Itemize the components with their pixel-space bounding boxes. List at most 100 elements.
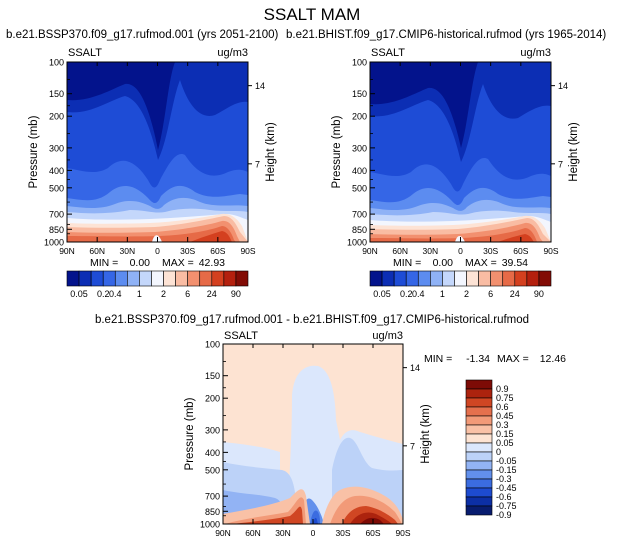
latitude-tick-label: 60N (392, 246, 408, 256)
colorbar-label: 0.05 (70, 289, 88, 299)
panel-difference-max: 12.46 (540, 353, 566, 365)
colorbar-label: 0.2 (97, 289, 110, 299)
panel-historical-max-label: MAX = (465, 257, 497, 269)
colorbar-swatch (465, 478, 493, 489)
colorbar-swatch (466, 270, 479, 287)
colorbar-swatch (417, 270, 431, 287)
pressure-tick-label: 300 (49, 143, 64, 153)
colorbar-label: -0.75 (496, 501, 517, 511)
latitude-tick-label: 90S (543, 246, 558, 256)
pressure-tick-label: 700 (205, 492, 220, 502)
colorbar-swatch (465, 469, 493, 480)
colorbar-label: -0.15 (496, 465, 517, 475)
colorbar-swatch (127, 270, 140, 287)
panel-historical-units: ug/m3 (520, 47, 551, 59)
pressure-tick-label: 200 (49, 112, 64, 122)
height-tick-label: 14 (255, 81, 265, 91)
panel-historical-max: 39.54 (502, 257, 528, 269)
latitude-tick-label: 60N (89, 246, 105, 256)
colorbar-label: 24 (207, 289, 217, 299)
latitude-tick-label: 30N (275, 528, 291, 538)
latitude-tick-label: 30S (483, 246, 498, 256)
colorbar-swatch (490, 270, 504, 287)
colorbar-swatch (211, 270, 225, 287)
colorbar-swatch (187, 270, 201, 287)
pressure-tick-label: 200 (205, 394, 220, 404)
height-tick-label: 7 (558, 159, 563, 169)
latitude-tick-label: 60S (513, 246, 528, 256)
latitude-tick-label: 90N (362, 246, 378, 256)
colorbar-swatch (139, 270, 152, 287)
colorbar-swatch (465, 487, 493, 498)
pressure-tick-label: 300 (352, 143, 367, 153)
latitude-tick-label: 0 (155, 246, 160, 256)
panel-historical-variable: SSALT (371, 47, 405, 59)
colorbar-label: 90 (534, 289, 544, 299)
height-tick-label: 7 (410, 441, 415, 451)
colorbar-swatch (465, 388, 493, 399)
latitude-tick-label: 90N (59, 246, 75, 256)
colorbar-swatch (442, 270, 455, 287)
colorbar-label: 2 (464, 289, 469, 299)
height-tick-label: 14 (558, 81, 568, 91)
colorbar-label: 0.6 (496, 402, 509, 412)
panel-historical-field (370, 62, 551, 242)
colorbar-swatch (465, 415, 493, 426)
colorbar-label: -0.9 (496, 510, 512, 520)
colorbar-swatch (465, 379, 493, 390)
future-colorbar: 0.05 0.2 0.4 1 2 6 24 90 (66, 270, 249, 299)
pressure-axis-title: Pressure (mb) (184, 397, 196, 470)
future-level-11 (67, 226, 236, 242)
panel-difference: b.e21.BSSP370.f09_g17.rufmod.001 - b.e21… (95, 314, 529, 524)
colorbar-label: 0.2 (400, 289, 413, 299)
colorbar-swatch (465, 460, 493, 471)
colorbar-label: 6 (185, 289, 190, 299)
height-axis-title: Height (km) (265, 122, 277, 182)
pressure-tick-label: 200 (352, 112, 367, 122)
colorbar-swatch (465, 397, 493, 408)
panel-future-min-label: MIN = (90, 257, 118, 269)
colorbar-swatch (223, 270, 237, 287)
colorbar-swatch (175, 270, 188, 287)
panel-future-max-label: MAX = (162, 257, 194, 269)
pressure-axis-title: Pressure (mb) (331, 115, 343, 188)
colorbar-swatch (369, 270, 383, 287)
figure-title: SSALT MAM (264, 5, 361, 24)
panel-future-field (67, 62, 248, 242)
panel-historical: b.e21.BHIST.f09_g17.CMIP6-historical.ruf… (286, 29, 606, 242)
latitude-tick-label: 30S (335, 528, 350, 538)
pressure-tick-label: 300 (205, 425, 220, 435)
colorbar-swatch (102, 270, 116, 287)
pressure-tick-label: 500 (205, 465, 220, 475)
colorbar-swatch (478, 270, 491, 287)
colorbar-swatch (502, 270, 516, 287)
pressure-tick-label: 400 (49, 166, 64, 176)
pressure-tick-label: 500 (49, 183, 64, 193)
colorbar-swatch (393, 270, 407, 287)
colorbar-swatch (465, 424, 493, 435)
colorbar-label: 90 (231, 289, 241, 299)
height-axis-title: Height (km) (568, 122, 580, 182)
colorbar-label: 0.05 (373, 289, 391, 299)
latitude-tick-label: 90S (240, 246, 255, 256)
colorbar-swatch (454, 270, 467, 287)
colorbar-label: 0.4 (412, 289, 425, 299)
pressure-axis-title: Pressure (mb) (28, 115, 40, 188)
panel-difference-min-label: MIN = (424, 353, 452, 365)
pressure-tick-label: 1000 (347, 238, 367, 248)
panel-difference-min: -1.34 (466, 353, 490, 365)
panel-future-title: b.e21.BSSP370.f09_g17.rufmod.001 (yrs 20… (6, 29, 279, 41)
colorbar-label: 0 (496, 447, 501, 457)
panel-difference-field (223, 344, 403, 524)
colorbar-swatch (465, 442, 493, 453)
panel-future-variable: SSALT (68, 47, 102, 59)
panel-future: b.e21.BSSP370.f09_g17.rufmod.001 (yrs 20… (6, 29, 279, 242)
latitude-tick-label: 90N (215, 528, 231, 538)
colorbar-label: 0.9 (496, 384, 509, 394)
panel-difference-units: ug/m3 (372, 330, 403, 342)
pressure-tick-label: 500 (352, 183, 367, 193)
height-axis-title: Height (km) (420, 404, 432, 464)
colorbar-label: -0.3 (496, 474, 512, 484)
